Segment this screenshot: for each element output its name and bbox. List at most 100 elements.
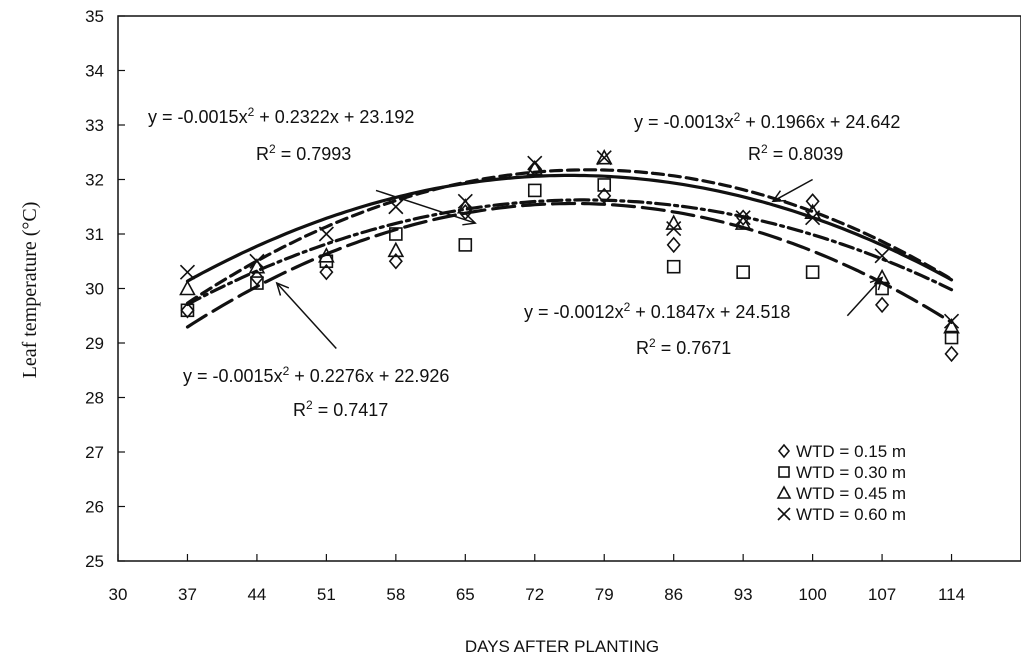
- fit-curve: [185, 201, 954, 329]
- arrow-head: [275, 281, 290, 296]
- diamond-marker: [736, 209, 751, 226]
- x-axis-title: DAYS AFTER PLANTING: [465, 637, 659, 656]
- triangle-marker: [873, 268, 891, 285]
- x-tick-label: 114: [938, 585, 965, 604]
- square-marker: [389, 227, 403, 241]
- square-marker: [944, 330, 959, 345]
- x-marker: [596, 150, 612, 166]
- annotation-arrow: [772, 178, 813, 202]
- legend-label: WTD = 0.45 m: [796, 484, 906, 503]
- equation-text: y = -0.0013x2 + 0.1966x + 24.642: [634, 110, 900, 132]
- diamond-marker: [319, 263, 334, 281]
- y-tick-label: 28: [85, 389, 104, 408]
- x-tick-label: 107: [868, 585, 896, 604]
- x-tick-label: 30: [109, 585, 128, 604]
- x-tick-label: 58: [386, 585, 405, 604]
- equation-text: y = -0.0015x2 + 0.2322x + 23.192: [148, 105, 414, 127]
- regression-curves: [185, 168, 954, 329]
- triangle-marker: [943, 317, 960, 334]
- x-tick-label: 65: [456, 585, 475, 604]
- legend-label: WTD = 0.15 m: [796, 442, 906, 461]
- legend-label: WTD = 0.30 m: [796, 463, 906, 482]
- y-tick-label: 31: [85, 225, 104, 244]
- triangle-marker: [456, 198, 474, 214]
- x-marker: [318, 226, 334, 242]
- square-marker: [250, 276, 264, 290]
- x-marker: [805, 210, 821, 226]
- data-points: [179, 149, 960, 363]
- y-axis: 25 26 27 28 29 30 31 32 33 34 35: [85, 7, 125, 571]
- r-squared-text: R2 = 0.7993: [256, 142, 351, 164]
- y-tick-label: 27: [85, 443, 104, 462]
- legend-square-icon: [778, 466, 790, 478]
- annotation-arrow: [846, 277, 883, 317]
- diamond-marker: [875, 296, 890, 314]
- triangle-marker: [387, 241, 405, 258]
- x-tick-label: 86: [664, 585, 683, 604]
- arrow-head: [869, 276, 884, 291]
- x-marker: [735, 210, 751, 226]
- y-tick-label: 30: [85, 280, 104, 299]
- y-tick-label: 26: [85, 498, 104, 517]
- arrow-head: [771, 190, 786, 203]
- triangle-marker: [734, 214, 752, 230]
- x-marker: [249, 253, 265, 269]
- arrow-head: [462, 213, 477, 226]
- fit-curve: [185, 198, 954, 306]
- x-marker: [179, 264, 196, 280]
- x-tick-label: 51: [317, 585, 336, 604]
- square-marker: [736, 265, 750, 279]
- x-tick-label: 72: [525, 585, 544, 604]
- fit-curve: [185, 168, 954, 305]
- annotation-arrows: [275, 178, 884, 349]
- x-tick-label: 100: [798, 585, 826, 604]
- triangle-marker: [595, 149, 613, 165]
- square-marker: [458, 238, 473, 252]
- y-tick-label: 32: [85, 171, 104, 190]
- x-tick-label: 37: [178, 585, 197, 604]
- y-tick-label: 25: [85, 552, 104, 571]
- y-tick-label: 33: [85, 116, 104, 135]
- square-marker: [805, 265, 820, 279]
- equation-text: y = -0.0015x2 + 0.2276x + 22.926: [183, 364, 449, 386]
- square-marker: [666, 259, 681, 274]
- equation-annotations: y = -0.0015x2 + 0.2322x + 23.192 R2 = 0.7…: [148, 105, 900, 420]
- square-marker: [527, 183, 542, 198]
- triangle-marker: [526, 159, 544, 176]
- r-squared-text: R2 = 0.7671: [636, 336, 731, 358]
- x-tick-label: 44: [247, 585, 266, 604]
- triangle-marker: [248, 258, 266, 274]
- square-marker: [875, 281, 889, 296]
- y-axis-title: Leaf temperature (°C): [19, 202, 41, 379]
- x-marker: [943, 313, 960, 329]
- x-tick-label: 79: [595, 585, 614, 604]
- x-marker: [666, 220, 682, 237]
- square-marker: [180, 303, 195, 318]
- triangle-marker: [179, 279, 196, 296]
- x-marker: [527, 155, 543, 171]
- x-marker: [388, 199, 404, 215]
- x-marker: [457, 193, 473, 209]
- x-axis: 30 37 44 51 58 65 72 79 86 93 100 107 114: [109, 554, 965, 604]
- legend-diamond-icon: [777, 443, 791, 459]
- diamond-marker: [388, 253, 403, 270]
- diamond-marker: [944, 345, 959, 363]
- legend-label: WTD = 0.60 m: [796, 505, 906, 524]
- equation-text: y = -0.0012x2 + 0.1847x + 24.518: [524, 300, 790, 322]
- y-tick-label: 29: [85, 334, 104, 353]
- triangle-marker: [318, 247, 335, 263]
- diamond-marker: [597, 187, 612, 205]
- diamond-marker: [249, 269, 264, 286]
- r-squared-text: R2 = 0.8039: [748, 142, 843, 164]
- x-marker: [874, 248, 890, 264]
- x-tick-label: 93: [734, 585, 753, 604]
- fit-curve: [185, 173, 954, 283]
- square-marker: [597, 178, 612, 192]
- legend-triangle-icon: [776, 485, 792, 499]
- annotation-arrow: [375, 189, 476, 224]
- y-tick-label: 35: [85, 7, 104, 26]
- diamond-marker: [180, 302, 195, 319]
- y-tick-label: 34: [85, 62, 104, 81]
- legend-x-icon: [777, 507, 791, 521]
